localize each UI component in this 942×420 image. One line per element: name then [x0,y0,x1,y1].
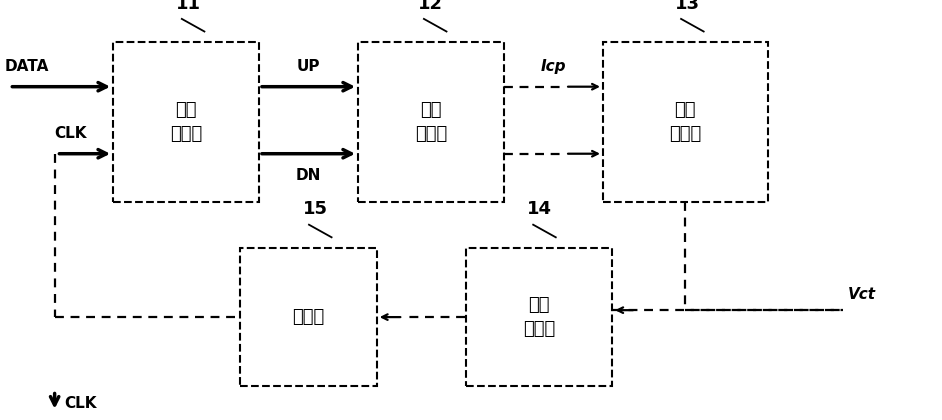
FancyBboxPatch shape [113,42,259,202]
Text: DATA: DATA [5,59,49,74]
FancyBboxPatch shape [240,248,377,386]
Text: Icp: Icp [541,59,566,74]
Text: 相位
检测器: 相位 检测器 [170,101,203,143]
Text: 12: 12 [418,0,443,13]
Text: 分频器: 分频器 [292,308,325,326]
Text: UP: UP [297,59,320,74]
Text: Vct: Vct [848,287,876,302]
Text: DN: DN [296,168,321,184]
Text: 11: 11 [176,0,201,13]
Text: 13: 13 [675,0,700,13]
Text: 环路
滤波器: 环路 滤波器 [669,101,702,143]
Text: CLK: CLK [55,126,88,141]
Text: 电荷
汲取器: 电荷 汲取器 [414,101,447,143]
Text: 压控
振荡器: 压控 振荡器 [523,296,556,338]
Text: CLK: CLK [64,396,97,411]
FancyBboxPatch shape [358,42,504,202]
Text: 15: 15 [303,200,328,218]
FancyBboxPatch shape [466,248,612,386]
FancyBboxPatch shape [603,42,768,202]
Text: 14: 14 [528,200,552,218]
